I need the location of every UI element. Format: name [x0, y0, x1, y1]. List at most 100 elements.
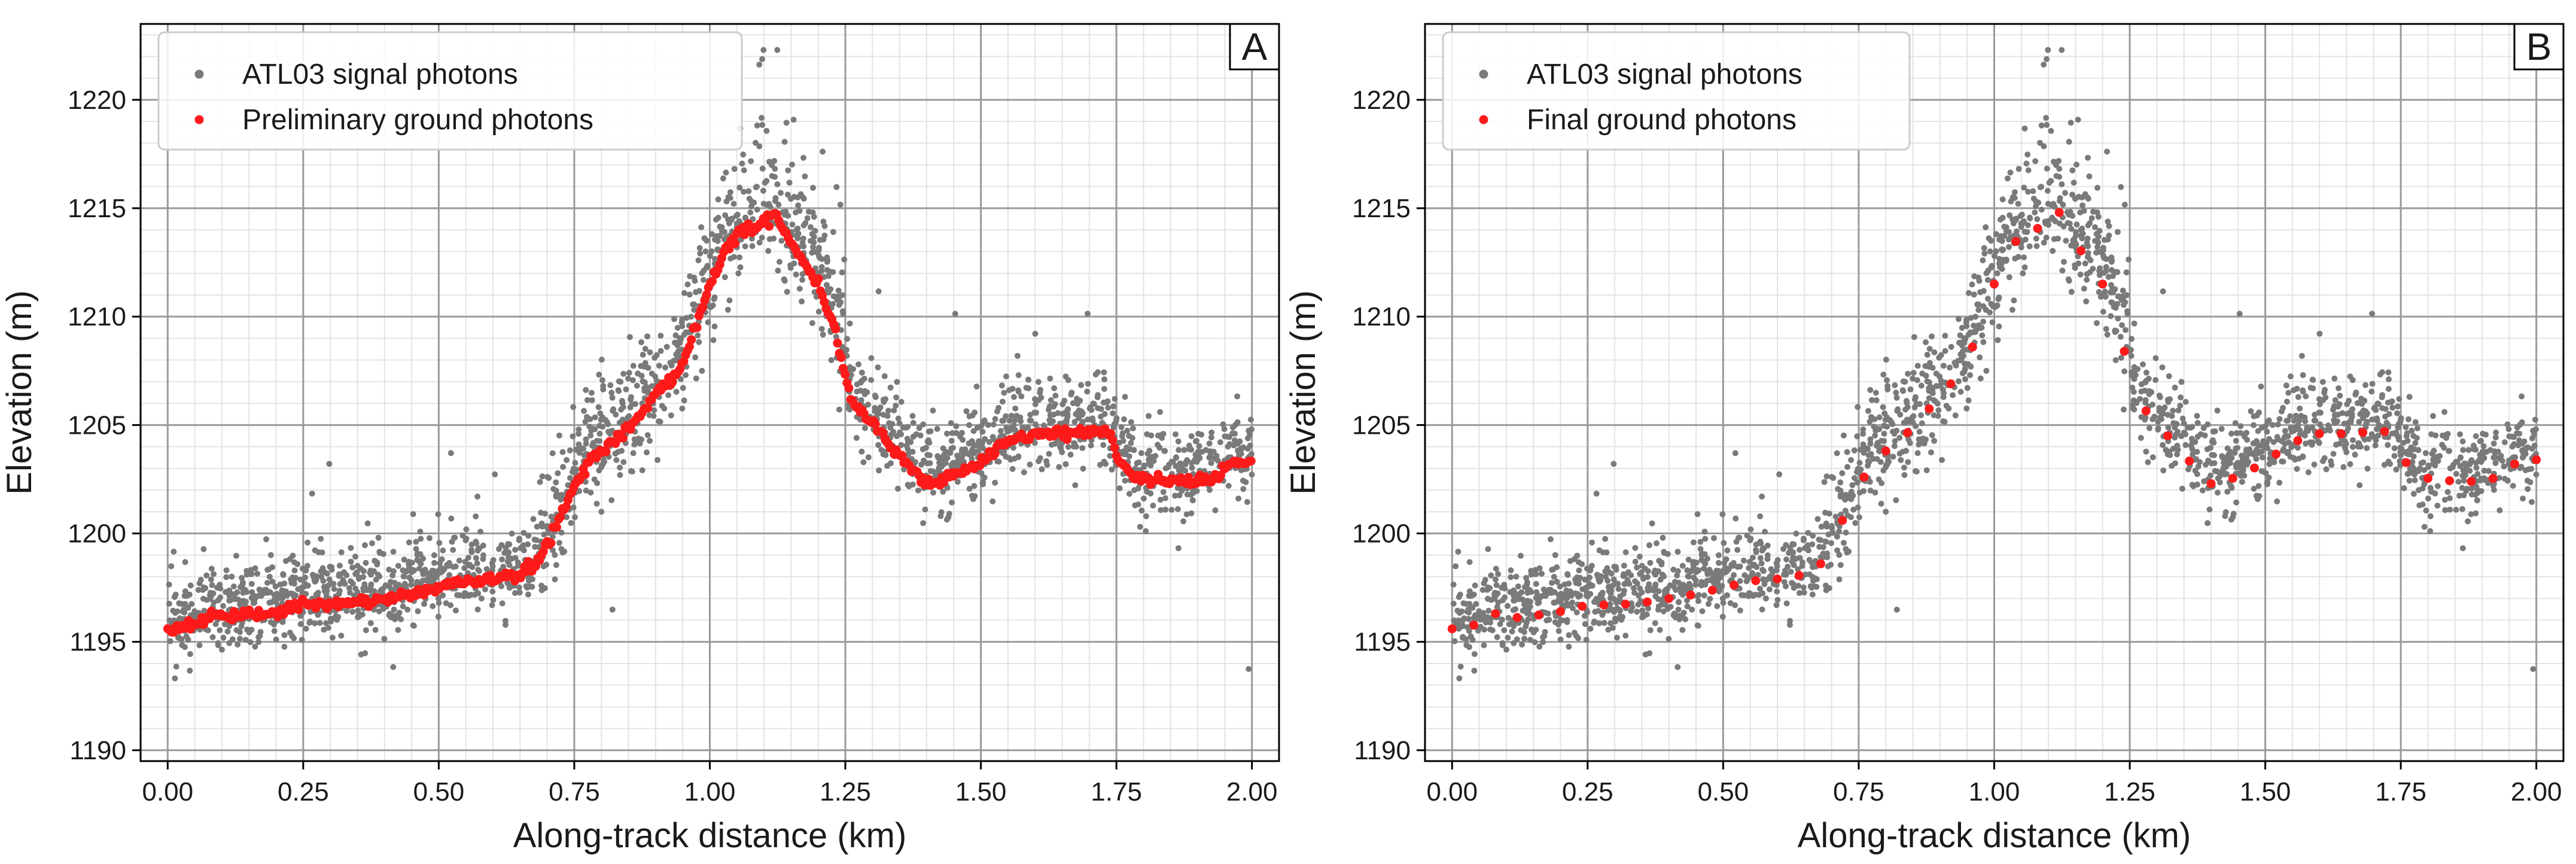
ground-photon	[668, 378, 677, 387]
signal-photon	[1868, 397, 1875, 403]
signal-photon	[1540, 634, 1546, 640]
signal-photon	[465, 555, 471, 561]
signal-photon	[2005, 229, 2012, 235]
signal-photon	[626, 334, 633, 340]
signal-photon	[2143, 448, 2149, 455]
signal-photon	[1052, 393, 1059, 399]
signal-photon	[555, 470, 561, 476]
signal-photon	[2092, 224, 2098, 230]
signal-photon	[1510, 607, 1517, 613]
signal-photon	[2510, 483, 2516, 489]
signal-photon	[1716, 559, 1722, 566]
signal-photon	[651, 407, 657, 413]
signal-photon	[1481, 642, 1487, 649]
signal-photon	[360, 568, 367, 574]
signal-photon	[925, 428, 932, 435]
signal-photon	[1521, 635, 1527, 642]
signal-photon	[2021, 264, 2028, 270]
signal-photon	[2316, 440, 2322, 446]
signal-photon	[847, 320, 853, 327]
signal-photon	[2024, 151, 2031, 158]
signal-photon	[1539, 570, 1545, 577]
signal-photon	[1762, 595, 1769, 602]
signal-photon	[390, 568, 397, 574]
signal-photon	[233, 552, 239, 559]
signal-photon	[783, 120, 790, 126]
signal-photon	[1100, 442, 1107, 448]
signal-photon	[306, 619, 313, 626]
signal-photon	[1068, 391, 1074, 398]
signal-photon	[1512, 597, 1518, 604]
signal-photon	[944, 485, 951, 491]
signal-photon	[1774, 557, 1781, 563]
signal-photon	[1731, 572, 1737, 578]
signal-photon	[1645, 568, 1651, 574]
signal-photon	[998, 382, 1005, 389]
signal-photon	[2413, 435, 2420, 441]
signal-photon	[1175, 545, 1182, 552]
signal-photon	[1749, 555, 1756, 561]
signal-photon	[583, 387, 589, 393]
signal-photon	[1685, 573, 1692, 580]
signal-photon	[1184, 457, 1190, 463]
signal-photon	[401, 573, 407, 580]
signal-photon	[1865, 407, 1871, 414]
signal-photon	[1207, 448, 1213, 455]
signal-photon	[226, 640, 233, 646]
signal-photon	[1033, 421, 1039, 428]
signal-photon	[418, 561, 424, 567]
signal-photon	[2146, 388, 2152, 394]
signal-photon	[2267, 459, 2274, 466]
signal-photon	[1685, 556, 1692, 563]
signal-photon	[348, 558, 354, 565]
signal-photon	[2022, 236, 2029, 243]
signal-photon	[2470, 442, 2477, 449]
signal-photon	[375, 571, 381, 578]
signal-photon	[668, 363, 675, 369]
signal-photon	[398, 616, 404, 622]
signal-photon	[711, 323, 718, 330]
signal-photon	[1828, 561, 1834, 568]
signal-photon	[1091, 401, 1097, 407]
signal-photon	[778, 238, 785, 244]
signal-photon	[2143, 369, 2149, 376]
signal-photon	[821, 232, 828, 239]
signal-photon	[945, 514, 952, 521]
signal-photon	[1596, 547, 1603, 553]
signal-photon	[1796, 590, 1802, 597]
signal-photon	[2048, 127, 2054, 134]
signal-photon	[974, 424, 981, 431]
signal-photon	[1135, 459, 1142, 466]
signal-photon	[568, 520, 574, 527]
signal-photon	[949, 499, 955, 506]
signal-photon	[2297, 431, 2303, 438]
signal-photon	[281, 643, 288, 650]
signal-photon	[1926, 395, 1932, 401]
signal-photon	[395, 626, 401, 633]
signal-photon	[1453, 563, 1459, 570]
signal-photon	[596, 430, 603, 437]
signal-photon	[326, 461, 333, 467]
signal-photon	[1454, 621, 1461, 628]
signal-photon	[2462, 467, 2469, 473]
signal-photon	[1088, 407, 1095, 413]
signal-photon	[1977, 354, 1983, 361]
signal-photon	[1121, 416, 1127, 422]
signal-photon	[1723, 556, 1729, 562]
signal-photon	[222, 621, 229, 628]
signal-photon	[299, 637, 305, 643]
signal-photon	[553, 492, 559, 498]
signal-photon	[1935, 413, 1941, 419]
signal-photon	[1799, 562, 1805, 569]
signal-photon	[1073, 443, 1079, 450]
signal-photon	[1979, 332, 1986, 339]
signal-photon	[1918, 382, 1925, 389]
signal-photon	[450, 564, 456, 570]
signal-photon	[2069, 212, 2076, 219]
signal-photon	[1711, 535, 1717, 541]
signal-photon	[2106, 232, 2112, 239]
signal-photon	[1837, 492, 1844, 498]
signal-photon	[1080, 466, 1086, 472]
signal-photon	[1137, 524, 1143, 530]
signal-photon	[418, 536, 424, 542]
